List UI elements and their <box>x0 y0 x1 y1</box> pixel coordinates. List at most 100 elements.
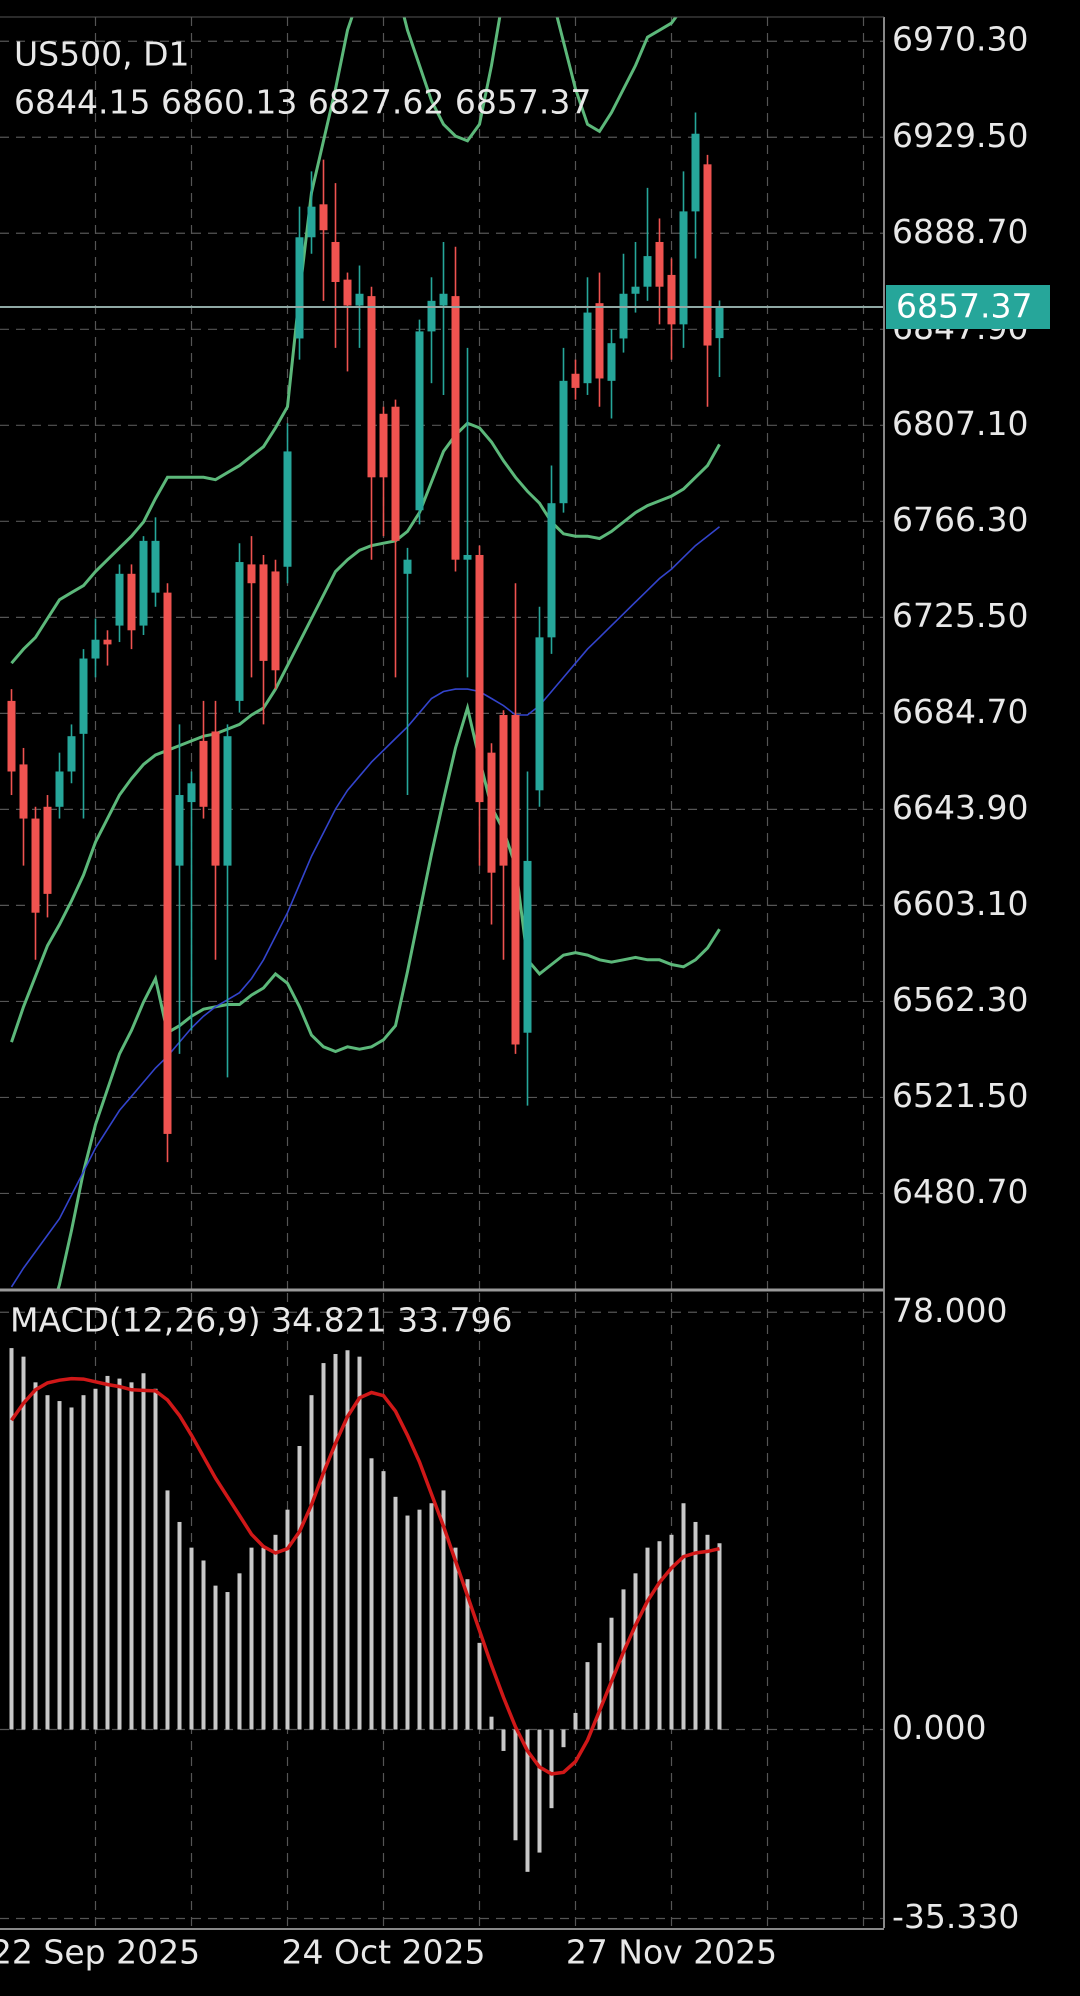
candle-body <box>235 562 244 701</box>
candle-body <box>511 715 520 1045</box>
macd-bar <box>357 1356 362 1730</box>
candle-body <box>499 715 508 866</box>
macd-bar <box>561 1729 566 1748</box>
candle-body <box>91 639 100 659</box>
candle-body <box>187 783 196 803</box>
macd-bar <box>201 1560 206 1730</box>
macd-bar <box>597 1642 602 1730</box>
candle-body <box>583 312 592 384</box>
macd-bar <box>117 1378 122 1730</box>
candle-body <box>427 300 436 332</box>
y-tick-label: 6888.70 <box>892 212 1028 251</box>
candle-body <box>703 164 712 346</box>
indicator-line <box>10 17 678 665</box>
candle-body <box>343 279 352 306</box>
candle-body <box>67 736 76 772</box>
y-tick-label: 6521.50 <box>892 1076 1028 1115</box>
candle-body <box>643 256 652 287</box>
macd-bar <box>441 1490 446 1730</box>
price-panel <box>0 17 884 1289</box>
candle-body <box>7 700 16 772</box>
macd-bar <box>513 1729 518 1841</box>
y-tick-label: 0.000 <box>892 1708 986 1747</box>
macd-bar <box>45 1395 50 1730</box>
macd-bar <box>693 1521 698 1730</box>
macd-title: MACD(12,26,9) 34.821 33.796 <box>10 1301 513 1340</box>
candle-body <box>127 573 136 631</box>
macd-bar <box>33 1382 38 1730</box>
indicator-line <box>56 702 721 1289</box>
candle-body <box>367 296 376 478</box>
macd-bar <box>309 1395 314 1730</box>
y-tick-label: 6929.50 <box>892 116 1028 155</box>
candle-body <box>451 296 460 560</box>
macd-bar <box>81 1395 86 1730</box>
candle-body <box>691 133 700 212</box>
candle-body <box>439 293 448 306</box>
macd-bar <box>297 1445 302 1730</box>
candle-body <box>295 237 304 339</box>
candle-body <box>607 343 616 381</box>
candle-body <box>55 771 64 807</box>
candle-body <box>175 795 184 866</box>
candle-body <box>223 736 232 866</box>
macd-bar <box>9 1348 14 1730</box>
candle-body <box>43 806 52 894</box>
candle-body <box>571 373 580 388</box>
macd-bar <box>657 1541 662 1730</box>
macd-bar <box>477 1642 482 1730</box>
x-tick-label: 27 Nov 2025 <box>566 1933 777 1972</box>
candle-body <box>475 554 484 803</box>
candle-body <box>547 503 556 638</box>
macd-bar <box>549 1729 554 1809</box>
macd-bar <box>453 1547 458 1730</box>
candle-body <box>667 274 676 325</box>
macd-bar <box>105 1375 110 1730</box>
candle-body <box>259 564 268 661</box>
candle-body <box>487 752 496 873</box>
macd-bar <box>405 1515 410 1730</box>
macd-bar <box>225 1592 230 1730</box>
macd-bar <box>609 1617 614 1730</box>
macd-bar <box>273 1534 278 1730</box>
y-tick-label: -35.330 <box>892 1897 1019 1936</box>
candle-body <box>391 406 400 541</box>
candle-body <box>211 731 220 866</box>
y-tick-label: 6643.90 <box>892 788 1028 827</box>
macd-bar <box>417 1509 422 1730</box>
macd-bar <box>93 1388 98 1730</box>
macd-bar <box>21 1356 26 1730</box>
macd-bar <box>129 1382 134 1730</box>
macd-bar <box>57 1401 62 1730</box>
candle-body <box>103 639 112 645</box>
y-tick-label: 6766.30 <box>892 500 1028 539</box>
indicator-line <box>10 421 721 1043</box>
candle-body <box>139 540 148 626</box>
indicator-line <box>10 1376 720 1776</box>
macd-bar <box>573 1712 578 1730</box>
macd-bar <box>621 1589 626 1730</box>
macd-bar <box>153 1388 158 1730</box>
macd-bar <box>633 1573 638 1730</box>
macd-bar <box>669 1534 674 1730</box>
candle-body <box>151 540 160 593</box>
x-tick-label: 22 Sep 2025 <box>0 1933 200 1972</box>
y-tick-label: 6807.10 <box>892 404 1028 443</box>
macd-bar <box>585 1662 590 1730</box>
candle-body <box>595 303 604 379</box>
candle-body <box>307 206 316 238</box>
macd-bar <box>141 1373 146 1730</box>
candle-body <box>619 293 628 339</box>
macd-bar <box>465 1579 470 1730</box>
candle-body <box>31 818 40 913</box>
macd-bar <box>381 1471 386 1730</box>
macd-bar <box>261 1547 266 1730</box>
macd-bar <box>213 1585 218 1730</box>
candle-body <box>559 380 568 504</box>
x-tick-label: 24 Oct 2025 <box>281 1933 485 1972</box>
candle-body <box>283 451 292 567</box>
macd-bar <box>249 1547 254 1730</box>
macd-bar <box>537 1729 542 1853</box>
labels: US500, D1 6844.15 6860.13 6827.62 6857.3… <box>10 35 591 1340</box>
